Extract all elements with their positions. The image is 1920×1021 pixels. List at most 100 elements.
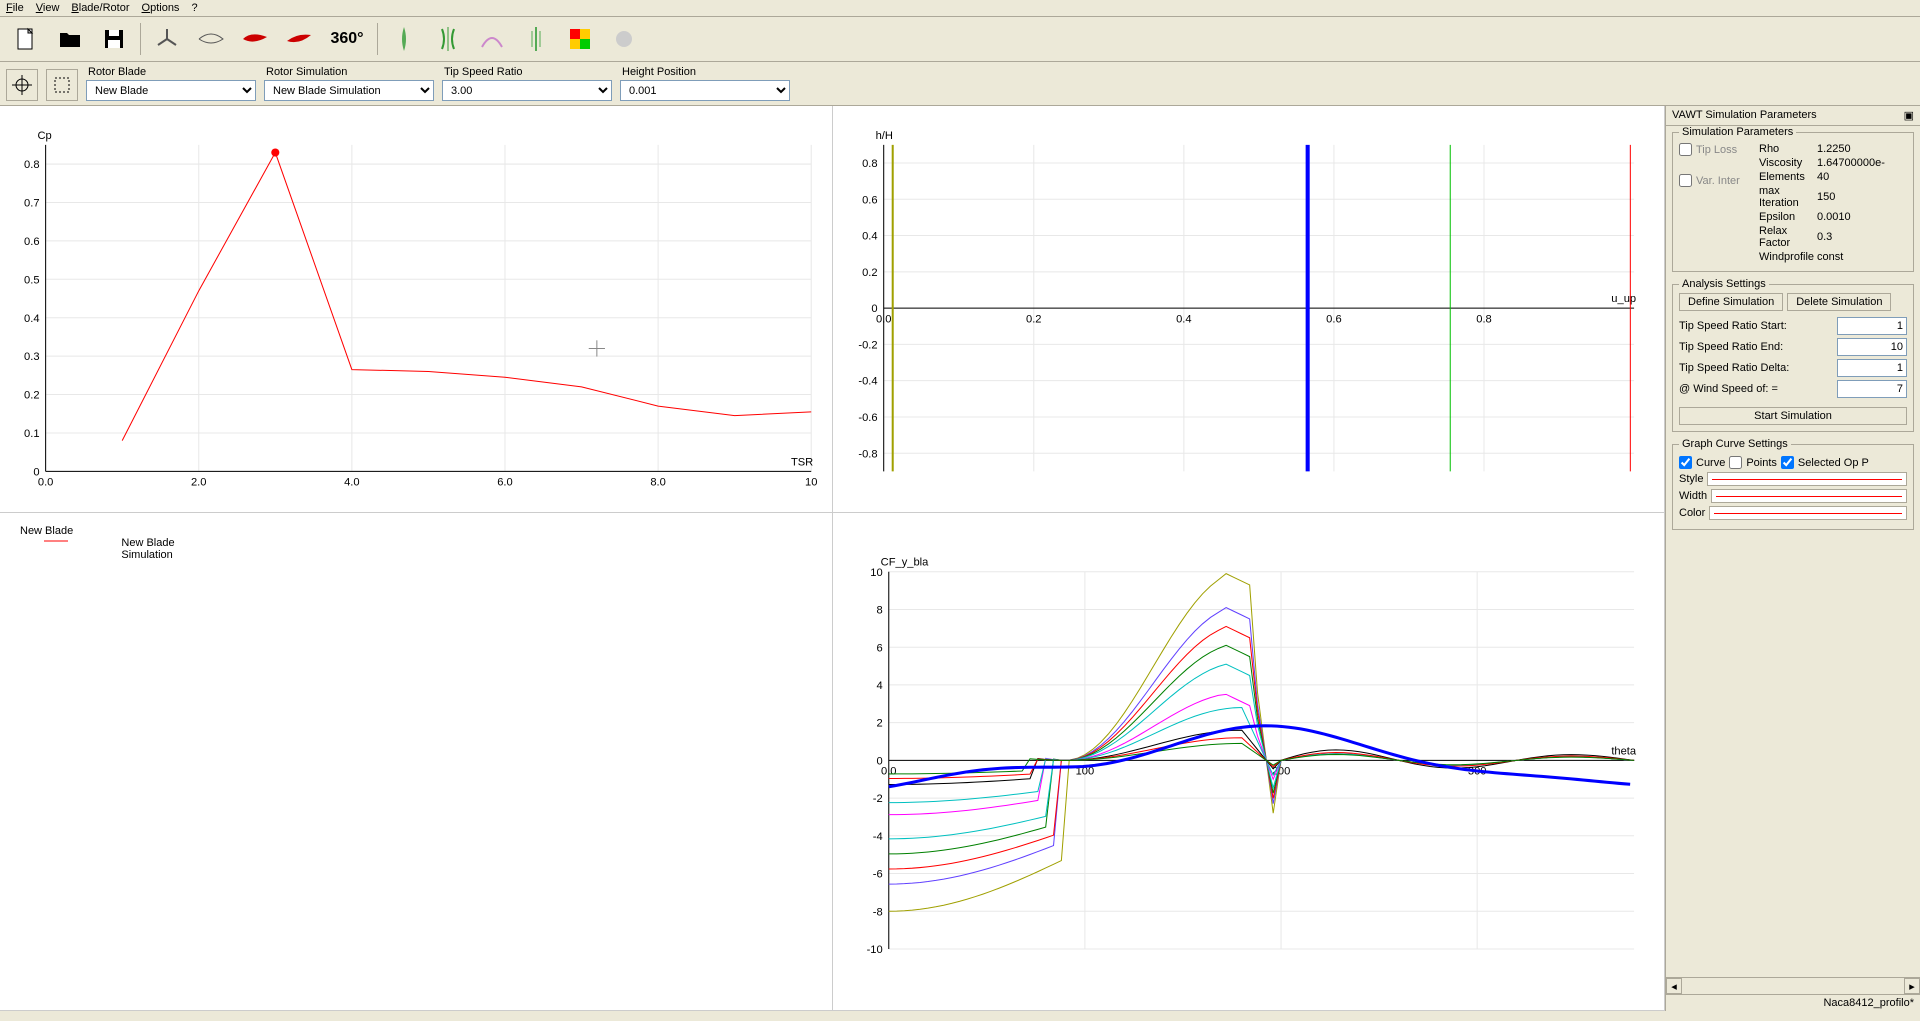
analysis-input[interactable] [1837, 380, 1907, 398]
param-value: const [1817, 251, 1907, 263]
open-file-button[interactable] [50, 21, 90, 57]
var-inter-label: Var. Inter [1696, 175, 1740, 187]
svg-text:0.2: 0.2 [24, 390, 39, 402]
svg-text:0.6: 0.6 [24, 236, 39, 248]
svg-text:2.0: 2.0 [191, 477, 207, 489]
scroll-left-icon[interactable]: ◂ [1666, 978, 1682, 994]
svg-text:TSR: TSR [791, 456, 813, 468]
curve-checkbox[interactable] [1679, 456, 1692, 469]
analysis-input[interactable] [1837, 359, 1907, 377]
airfoil-red-icon[interactable] [235, 21, 275, 57]
airfoil-outline-icon[interactable] [191, 21, 231, 57]
start-simulation-button[interactable]: Start Simulation [1679, 407, 1907, 425]
selop-checkbox[interactable] [1781, 456, 1794, 469]
menu-bar: File View Blade/Rotor Options ? [0, 0, 1920, 17]
selop-cb-label: Selected Op P [1798, 457, 1869, 469]
style-selector[interactable] [1707, 472, 1907, 486]
rotor-blade-select[interactable]: New Blade [86, 80, 256, 101]
svg-text:0.2: 0.2 [862, 267, 878, 279]
vawt2-icon[interactable] [516, 21, 556, 57]
svg-text:0.3: 0.3 [24, 351, 39, 363]
rotor-sim-selector: Rotor Simulation New Blade Simulation [264, 66, 434, 101]
param-label: Elements [1759, 171, 1817, 183]
color-selector[interactable] [1709, 506, 1907, 520]
color-label: Color [1679, 507, 1705, 519]
param-label: Epsilon [1759, 211, 1817, 223]
svg-text:-0.8: -0.8 [858, 448, 877, 460]
svg-text:Cp: Cp [38, 130, 52, 142]
analysis-input[interactable] [1837, 338, 1907, 356]
svg-text:h/H: h/H [875, 130, 892, 142]
menu-view[interactable]: View [36, 2, 60, 14]
rotor-blade-label: Rotor Blade [86, 66, 256, 78]
svg-text:8.0: 8.0 [650, 477, 666, 489]
svg-text:0.8: 0.8 [862, 158, 878, 170]
legend: New Blade New Blade Simulation [20, 525, 180, 561]
svg-text:-2: -2 [872, 793, 882, 805]
svg-text:0.0: 0.0 [881, 766, 897, 778]
define-simulation-button[interactable]: Define Simulation [1679, 293, 1783, 311]
sim-params-legend: Simulation Parameters [1679, 126, 1796, 138]
svg-text:0.8: 0.8 [1476, 313, 1492, 325]
new-file-button[interactable] [6, 21, 46, 57]
width-label: Width [1679, 490, 1707, 502]
side-panel: VAWT Simulation Parameters▣ Simulation P… [1665, 106, 1920, 1011]
svg-text:-0.6: -0.6 [858, 412, 877, 424]
panel-pin-icon[interactable]: ▣ [1904, 109, 1914, 122]
points-checkbox[interactable] [1729, 456, 1742, 469]
airfoil-red2-icon[interactable] [279, 21, 319, 57]
svg-text:-0.4: -0.4 [858, 376, 877, 388]
menu-help[interactable]: ? [191, 2, 197, 14]
param-label: max Iteration [1759, 185, 1817, 209]
style-label: Style [1679, 473, 1703, 485]
svg-text:0.4: 0.4 [862, 231, 878, 243]
scroll-right-icon[interactable]: ▸ [1904, 978, 1920, 994]
marquee-icon[interactable] [46, 69, 78, 101]
analysis-legend: Analysis Settings [1679, 278, 1769, 290]
rotor-icon[interactable] [147, 21, 187, 57]
points-cb-label: Points [1746, 457, 1777, 469]
svg-text:0.0: 0.0 [38, 477, 54, 489]
misc-icon[interactable] [604, 21, 644, 57]
save-file-button[interactable] [94, 21, 134, 57]
param-label: Viscosity [1759, 157, 1817, 169]
svg-text:0.2: 0.2 [1026, 313, 1042, 325]
var-inter-checkbox[interactable] [1679, 174, 1692, 187]
rotor-sim-select[interactable]: New Blade Simulation [264, 80, 434, 101]
chart-cp-vs-tsr: 0.02.04.06.08.01000.10.20.30.40.50.60.70… [0, 106, 833, 513]
vawt-icon[interactable] [428, 21, 468, 57]
analysis-label: Tip Speed Ratio Delta: [1679, 362, 1833, 374]
param-value: 1.2250 [1817, 143, 1907, 155]
svg-text:CF_y_bla: CF_y_bla [880, 557, 928, 569]
width-selector[interactable] [1711, 489, 1907, 503]
360deg-button[interactable]: 360° [323, 21, 371, 57]
svg-text:0: 0 [876, 756, 882, 768]
menu-file[interactable]: File [6, 2, 24, 14]
param-value: 0.0010 [1817, 211, 1907, 223]
svg-text:u_up: u_up [1611, 293, 1636, 305]
analysis-input[interactable] [1837, 317, 1907, 335]
tsr-select[interactable]: 3.00 [442, 80, 612, 101]
svg-text:0.6: 0.6 [1326, 313, 1342, 325]
menu-options[interactable]: Options [142, 2, 180, 14]
side-panel-title: VAWT Simulation Parameters▣ [1666, 106, 1920, 126]
rotor-blade-selector: Rotor Blade New Blade [86, 66, 256, 101]
svg-text:0.6: 0.6 [862, 194, 878, 206]
delete-simulation-button[interactable]: Delete Simulation [1787, 293, 1891, 311]
svg-text:0.7: 0.7 [24, 198, 39, 210]
svg-text:6.0: 6.0 [497, 477, 513, 489]
menu-blade[interactable]: Blade/Rotor [71, 2, 129, 14]
blade-green-icon[interactable] [384, 21, 424, 57]
svg-text:-10: -10 [866, 944, 882, 956]
param-label: Rho [1759, 143, 1817, 155]
tip-loss-checkbox[interactable] [1679, 143, 1692, 156]
heatmap-icon[interactable] [560, 21, 600, 57]
height-select[interactable]: 0.001 [620, 80, 790, 101]
svg-text:-0.2: -0.2 [858, 339, 877, 351]
target-icon[interactable] [6, 69, 38, 101]
svg-text:4: 4 [876, 680, 882, 692]
curve-purple-icon[interactable] [472, 21, 512, 57]
curve-cb-label: Curve [1696, 457, 1725, 469]
svg-text:0: 0 [871, 303, 877, 315]
legend-name: New Blade [20, 525, 180, 537]
